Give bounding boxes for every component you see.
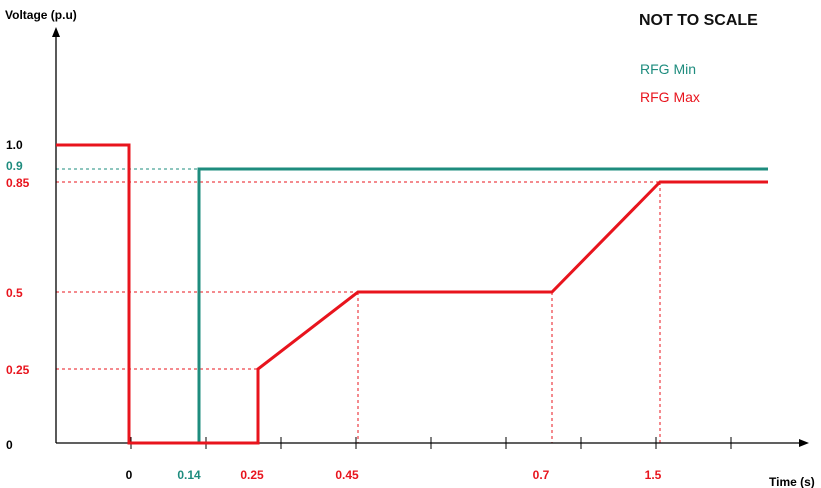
series-rfg-max-line	[56, 143, 768, 445]
y-tick-label: 0.85	[6, 176, 30, 190]
y-tick-label: 1.0	[6, 138, 23, 152]
series-rfg-min-line	[129, 167, 768, 445]
x-tick-label: 0.14	[177, 468, 201, 482]
reference-guides	[56, 168, 661, 443]
not-to-scale-note: NOT TO SCALE	[639, 12, 758, 29]
y-tick-label: 0.5	[6, 286, 23, 300]
x-tick-label: 1.5	[645, 468, 662, 482]
x-tick-label: 0.7	[533, 468, 550, 482]
y-axis-title: Voltage (p.u)	[5, 8, 77, 22]
series-layer	[56, 143, 768, 445]
y-tick-label: 0.25	[6, 363, 30, 377]
legend-rfg-max: RFG Max	[640, 89, 700, 105]
tick-labels: Voltage (p.u) Time (s) 0 0.25 0.5 0.85 0.9 1.0 0…	[5, 8, 815, 488]
y-tick-label: 0	[6, 438, 13, 452]
x-axis-title: Time (s)	[769, 475, 815, 488]
x-tick-label: 0.25	[240, 468, 264, 482]
x-tick-label: 0.45	[335, 468, 359, 482]
x-tick-label: 0	[126, 468, 133, 482]
y-tick-label: 0.9	[6, 159, 23, 173]
legend-rfg-min: RFG Min	[640, 61, 696, 77]
